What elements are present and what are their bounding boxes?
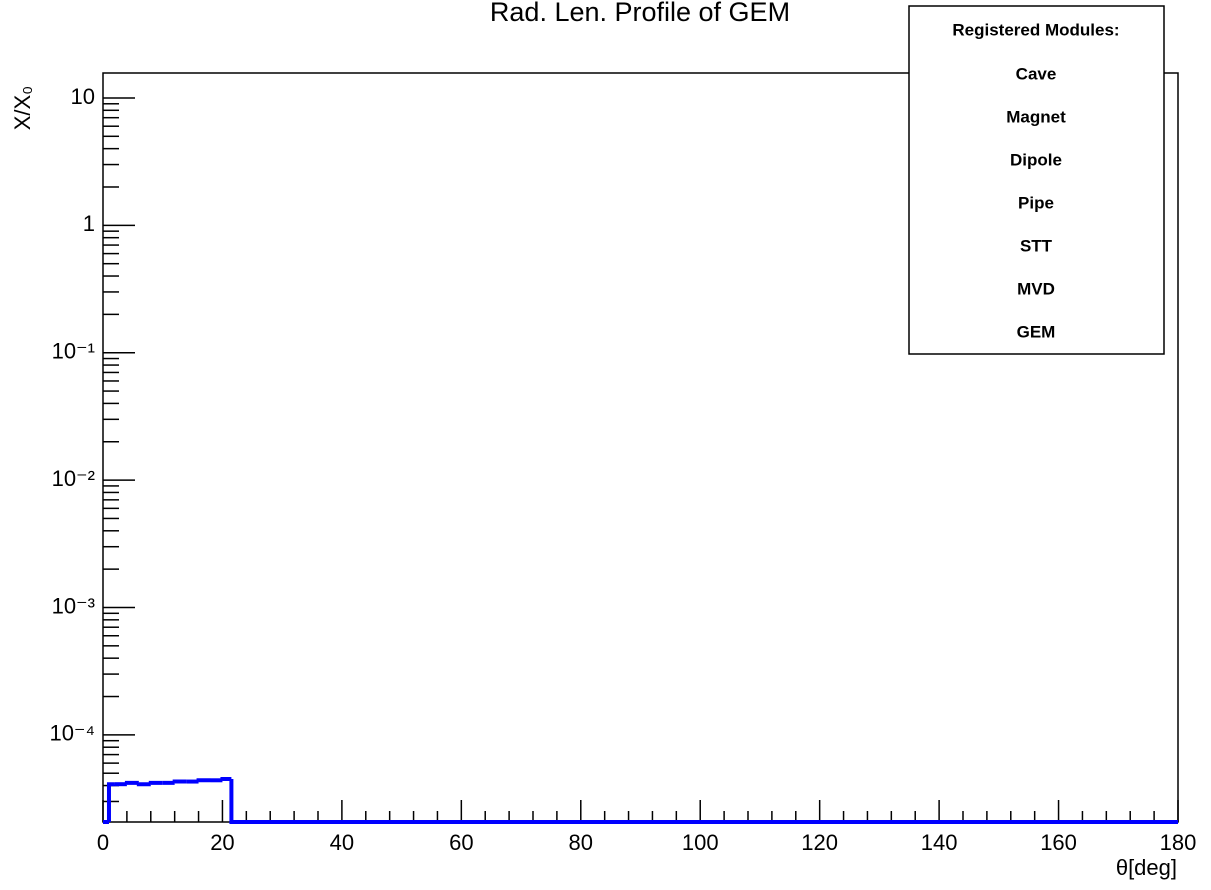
- y-tick-label: 10⁻⁴: [49, 721, 95, 746]
- chart-title: Rad. Len. Profile of GEM: [490, 0, 790, 27]
- histogram-bin: [106, 782, 115, 822]
- x-tick-label: 180: [1160, 830, 1197, 855]
- y-tick-label: 10: [71, 84, 95, 109]
- y-tick-label: 10⁻³: [52, 593, 95, 618]
- module-entry: Dipole: [1010, 150, 1062, 169]
- x-tick-label: 40: [330, 830, 354, 855]
- histogram-bin: [220, 777, 232, 782]
- module-entry: GEM: [1017, 322, 1056, 341]
- module-box-frame: [908, 5, 1165, 355]
- x-axis-label: θ[deg]: [1116, 855, 1177, 880]
- x-tick-label: 160: [1040, 830, 1077, 855]
- module-entry: Pipe: [1018, 193, 1054, 212]
- x-tick-label: 80: [569, 830, 593, 855]
- histogram-bin: [229, 779, 1178, 824]
- x-tick-label: 60: [449, 830, 473, 855]
- x-tick-label: 0: [97, 830, 109, 855]
- y-tick-label: 10⁻¹: [52, 339, 95, 364]
- y-tick-label: 10⁻²: [52, 466, 95, 491]
- module-entry: Magnet: [1006, 107, 1066, 126]
- histogram-bin: [172, 779, 187, 784]
- module-entry: Cave: [1016, 64, 1057, 83]
- module-entry: STT: [1020, 236, 1053, 255]
- module-box-title: Registered Modules:: [952, 20, 1119, 39]
- x-tick-label: 100: [682, 830, 719, 855]
- x-tick-label: 20: [210, 830, 234, 855]
- x-tick-label: 140: [921, 830, 958, 855]
- x-tick-label: 120: [801, 830, 838, 855]
- module-box: Registered Modules: Cave Magnet Dipole Pipe…: [908, 5, 1165, 355]
- module-entry: MVD: [1017, 279, 1055, 298]
- histogram-bin: [196, 778, 211, 783]
- y-axis-label: X/X₀: [10, 86, 35, 131]
- histogram-bin: [148, 780, 163, 785]
- histogram-bin: [124, 780, 139, 785]
- histogram-bin: [136, 782, 151, 787]
- y-tick-label: 1: [83, 211, 95, 236]
